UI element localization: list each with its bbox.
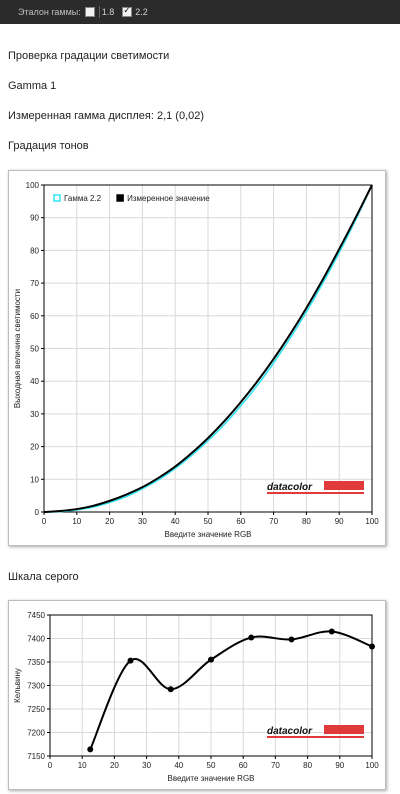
page-title: Проверка градации светимости: [8, 50, 170, 62]
data-point: [87, 746, 94, 753]
gamma-2-2-label: 2.2: [135, 7, 148, 17]
gamma-1-8-checkbox[interactable]: [84, 7, 95, 17]
x-tick-label: 40: [174, 761, 183, 770]
y-axis-title: Выходная величина светимости: [13, 289, 22, 408]
datacolor-logo-bar: [324, 725, 364, 734]
x-tick-label: 10: [72, 517, 81, 526]
x-tick-label: 20: [110, 761, 119, 770]
x-tick-label: 60: [239, 761, 248, 770]
divider: [98, 6, 100, 18]
y-tick-label: 30: [30, 410, 39, 419]
x-tick-label: 100: [365, 761, 379, 770]
data-point: [369, 643, 375, 650]
data-point: [288, 636, 295, 643]
y-tick-label: 50: [30, 345, 39, 354]
datacolor-logo-underline: [267, 736, 364, 738]
y-tick-label: 40: [30, 377, 39, 386]
y-tick-label: 20: [30, 443, 39, 452]
x-tick-label: 10: [78, 761, 87, 770]
y-tick-label: 7300: [27, 682, 45, 691]
series-line: [43, 184, 373, 513]
x-tick-label: 50: [204, 517, 213, 526]
data-point: [328, 628, 335, 635]
y-tick-label: 0: [35, 508, 40, 517]
data-point: [248, 634, 255, 641]
x-tick-label: 50: [207, 761, 216, 770]
tone-chart-frame: 0 10 20 30 40 50 60 70 80 90 100 0 10 20 30 40 50 60 70 80 9…: [8, 170, 386, 546]
legend-swatch: [53, 194, 61, 202]
data-point: [208, 656, 214, 663]
x-tick-label: 90: [335, 761, 344, 770]
y-tick-label: 7250: [27, 705, 45, 714]
gamma-2-2-checkbox[interactable]: [122, 5, 133, 17]
x-tick-label: 80: [302, 517, 311, 526]
y-tick-label: 60: [30, 312, 39, 321]
gamma-reference-label: Эталон гаммы:: [18, 7, 81, 17]
grayscale-chart-frame: 0 10 20 30 40 50 60 70 80 90 100 7150 7200 7250 7300 73…: [8, 600, 386, 790]
gamma-toolbar: Эталон гаммы: 1.8 2.2: [0, 0, 400, 24]
datacolor-logo: datacolor: [267, 482, 313, 493]
x-tick-label: 30: [142, 761, 151, 770]
x-tick-label: 80: [303, 761, 312, 770]
data-point: [167, 686, 174, 693]
y-tick-label: 70: [30, 279, 39, 288]
profile-name: Gamma 1: [8, 80, 57, 92]
x-axis-title: Введите значение RGB: [164, 530, 251, 539]
plot-border: [43, 184, 373, 513]
section-title-tone: Градация тонов: [8, 140, 89, 152]
plot-border: [49, 614, 373, 757]
series-line: [43, 184, 373, 513]
x-tick-label: 70: [271, 761, 280, 770]
datacolor-logo-underline: [267, 492, 364, 494]
datacolor-logo: datacolor: [267, 726, 313, 737]
gamma-1-8-label: 1.8: [101, 7, 115, 17]
x-tick-label: 0: [42, 517, 47, 526]
y-tick-label: 7400: [27, 635, 45, 644]
x-tick-label: 20: [105, 517, 114, 526]
x-tick-label: 90: [335, 517, 344, 526]
y-tick-label: 100: [26, 181, 40, 190]
legend-swatch: [116, 194, 124, 202]
y-tick-label: 90: [30, 214, 39, 223]
legend-label: Измеренное значение: [127, 194, 210, 203]
y-tick-label: 7350: [27, 658, 45, 667]
x-tick-label: 70: [269, 517, 278, 526]
y-tick-label: 80: [30, 246, 39, 255]
datacolor-logo-bar: [324, 481, 364, 490]
x-tick-label: 40: [171, 517, 180, 526]
grayscale-chart: 0 10 20 30 40 50 60 70 80 90 100 7150 7200 7250 7300 73…: [13, 611, 379, 783]
x-tick-label: 0: [48, 761, 53, 770]
x-tick-label: 30: [138, 517, 147, 526]
x-tick-label: 100: [365, 517, 379, 526]
data-point: [127, 657, 134, 664]
section-title-grayscale: Шкала серого: [8, 571, 79, 583]
y-tick-label: 7450: [27, 611, 45, 620]
y-tick-label: 10: [30, 475, 39, 484]
tone-chart: 0 10 20 30 40 50 60 70 80 90 100 0 10 20 30 40 50 60 70 80 9…: [13, 181, 379, 539]
y-tick-label: 7200: [27, 729, 45, 738]
legend-label: Гамма 2.2: [64, 194, 102, 203]
y-tick-label: 7150: [27, 752, 45, 761]
x-axis-title: Введите значение RGB: [167, 774, 254, 783]
y-axis-title: Кельвину: [13, 668, 22, 703]
x-tick-label: 60: [236, 517, 245, 526]
measured-gamma: Измеренная гамма дисплея: 2,1 (0,02): [8, 110, 205, 122]
